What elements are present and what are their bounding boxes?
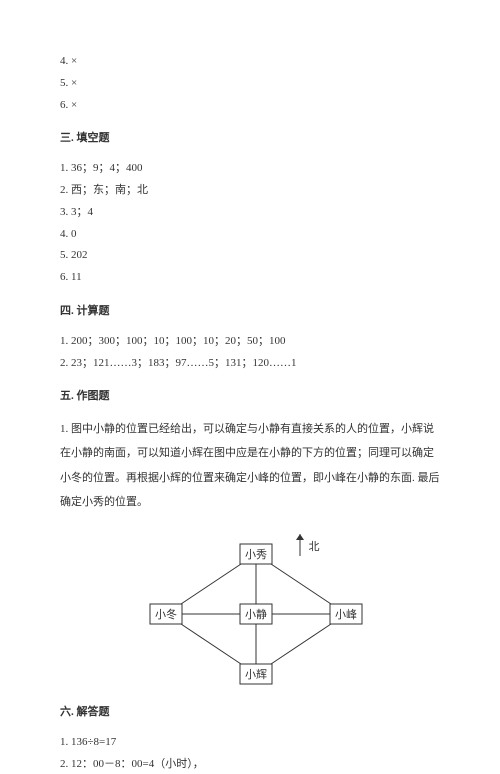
answer-line: 2. 23；121……3；183；97……5；131；120……1: [60, 354, 440, 374]
section-6-answers: 1. 136÷8=17 2. 12：00－8：00=4（小时），: [60, 733, 440, 774]
diagram-node-label-hui: 小辉: [245, 668, 267, 681]
answer-line: 5. 202: [60, 246, 440, 266]
top-answers: 4. × 5. × 6. ×: [60, 52, 440, 115]
section-title-6: 六. 解答题: [60, 703, 440, 723]
north-arrow-head: [296, 534, 304, 540]
answer-line: 6. ×: [60, 96, 440, 116]
answer-line: 3. 3；4: [60, 203, 440, 223]
diagram-node-label-jing: 小静: [245, 607, 267, 621]
diagram-edge: [271, 624, 331, 664]
section-4-answers: 1. 200；300；100；10；100；10；20；50；100 2. 23…: [60, 332, 440, 374]
section-title-3: 三. 填空题: [60, 129, 440, 149]
section-5-explanation: 1. 图中小静的位置已经给出，可以确定与小静有直接关系的人的位置，小辉说在小静的…: [60, 417, 440, 514]
answer-line: 2. 西；东；南；北: [60, 181, 440, 201]
section-title-5: 五. 作图题: [60, 387, 440, 407]
answer-line: 1. 136÷8=17: [60, 733, 440, 753]
diagram-node-label-feng: 小峰: [335, 608, 357, 621]
answer-line: 6. 11: [60, 268, 440, 288]
position-diagram: 小秀小静 小冬 小峰小辉 北: [120, 524, 380, 689]
diagram-edge: [181, 564, 241, 604]
diagram-edge: [271, 564, 331, 604]
answer-line: 4. 0: [60, 225, 440, 245]
answer-line: 4. ×: [60, 52, 440, 72]
answer-line: 2. 12：00－8：00=4（小时），: [60, 755, 440, 774]
section-title-4: 四. 计算题: [60, 302, 440, 322]
answer-line: 1. 36；9；4；400: [60, 159, 440, 179]
section-3-answers: 1. 36；9；4；400 2. 西；东；南；北 3. 3；4 4. 0 5. …: [60, 159, 440, 288]
north-label: 北: [309, 540, 320, 553]
diagram-edge: [181, 624, 241, 664]
diagram-svg: 小秀小静 小冬 小峰小辉 北: [120, 524, 380, 689]
answer-line: 1. 200；300；100；10；100；10；20；50；100: [60, 332, 440, 352]
diagram-node-label-dong: 小冬: [155, 607, 177, 621]
diagram-node-label-xiu: 小秀: [245, 548, 267, 561]
answer-line: 5. ×: [60, 74, 440, 94]
